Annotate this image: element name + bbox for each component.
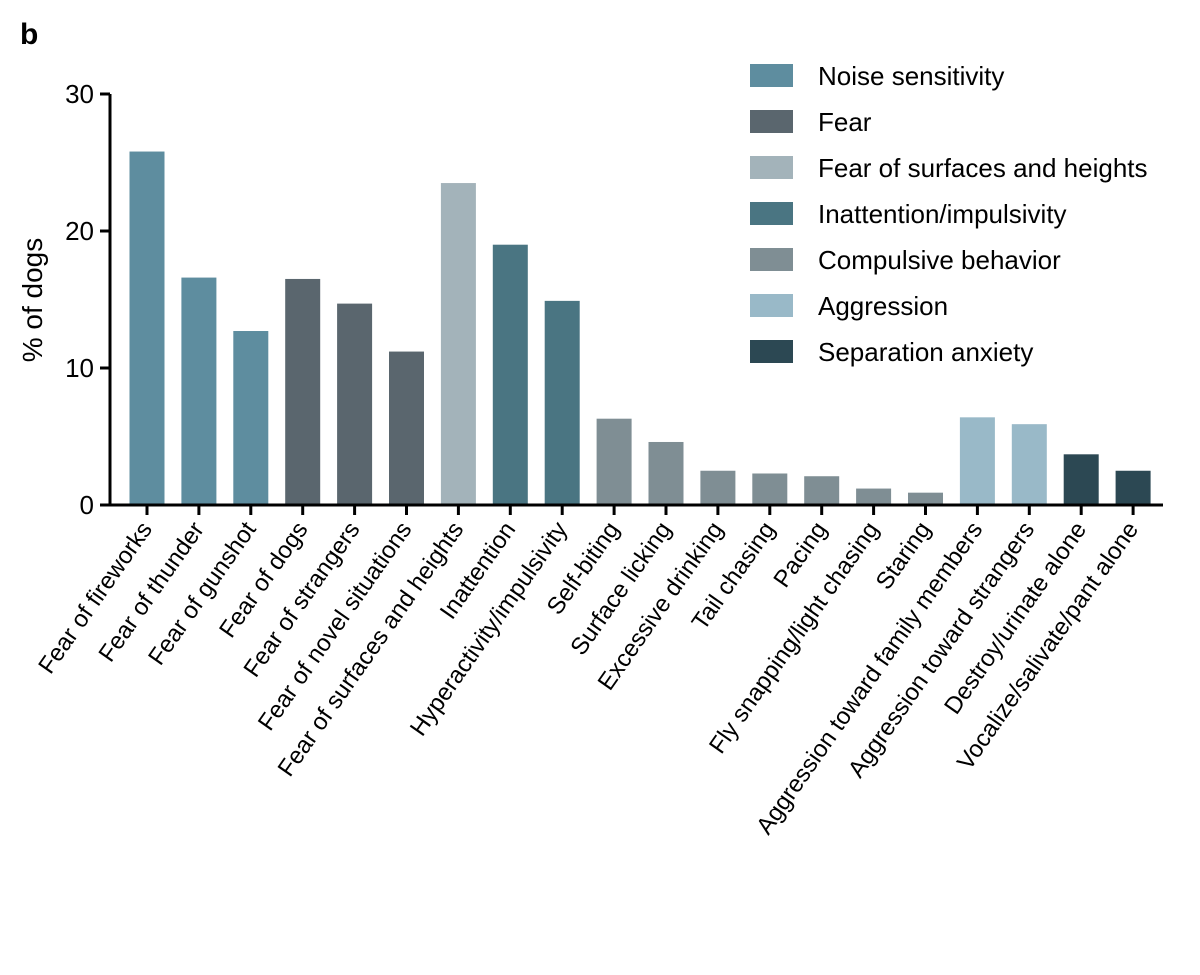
bar [181,277,217,505]
bar [700,470,736,505]
bar [1063,454,1099,505]
legend-swatch [750,340,793,363]
bar [129,151,165,506]
bar [389,351,424,505]
legend-swatch [750,202,793,225]
bar [337,303,373,505]
bar [544,300,580,505]
bar [233,331,269,505]
legend-swatch [750,156,793,179]
y-tick-label: 10 [65,353,94,383]
legend: Noise sensitivity Fear Fear of surfaces an… [750,61,1148,367]
y-tick-label: 0 [80,490,94,520]
legend-swatch [750,64,793,87]
bar [440,183,476,506]
bar [959,417,995,505]
bar [804,476,840,505]
bar [908,492,943,505]
legend-swatch [750,294,793,317]
y-axis-title: % of dogs [17,238,48,363]
bar [492,244,528,505]
bar [856,488,892,505]
legend-swatch [750,248,793,271]
bar [752,473,788,505]
bar [648,441,684,505]
y-axis: 0 10 20 30 [65,79,112,520]
bars-group [129,151,1151,506]
legend-label: Separation anxiety [818,337,1033,367]
legend-label: Fear of surfaces and heights [818,153,1148,183]
bar [1011,424,1047,505]
legend-label: Inattention/impulsivity [818,199,1067,229]
bar [285,278,321,505]
legend-label: Aggression [818,291,948,321]
legend-label: Noise sensitivity [818,61,1004,91]
bar [596,418,632,505]
y-tick-label: 30 [65,79,94,109]
legend-label: Compulsive behavior [818,245,1061,275]
bar [1115,470,1151,505]
legend-swatch [750,110,793,133]
y-tick-label: 20 [65,216,94,246]
legend-label: Fear [818,107,872,137]
panel-label: b [20,18,38,51]
